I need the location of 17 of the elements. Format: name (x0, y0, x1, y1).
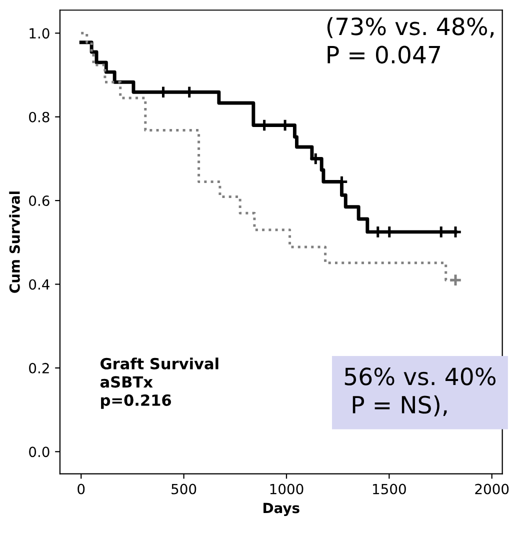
x-tick-label: 2000 (475, 484, 509, 494)
x-axis-title: Days (264, 502, 300, 516)
y-tick-label: 0.6 (29, 196, 50, 206)
y-tick-label: 0.4 (29, 279, 50, 290)
x-tick-label: 500 (172, 484, 196, 494)
point (448, 273, 462, 287)
y-tick-label: 0.0 (29, 446, 50, 458)
annotation: Graft Survival aSBTx p=0.216 (100, 358, 218, 409)
y-axis-title: Cum Survival (9, 192, 20, 293)
x-tick-label: 1000 (270, 484, 304, 494)
x-tick-label: 0 (78, 484, 85, 494)
annotation: (73% vs. 48%, P = 0.047 (327, 17, 494, 64)
annotation: 56% vs. 40% P = NS), (344, 368, 496, 416)
y-tick-label: 0.2 (29, 362, 49, 374)
y-tick-label: 0.8 (29, 112, 50, 122)
x-tick-label: 1500 (373, 484, 406, 494)
y-tick-label: 1.0 (30, 28, 50, 39)
